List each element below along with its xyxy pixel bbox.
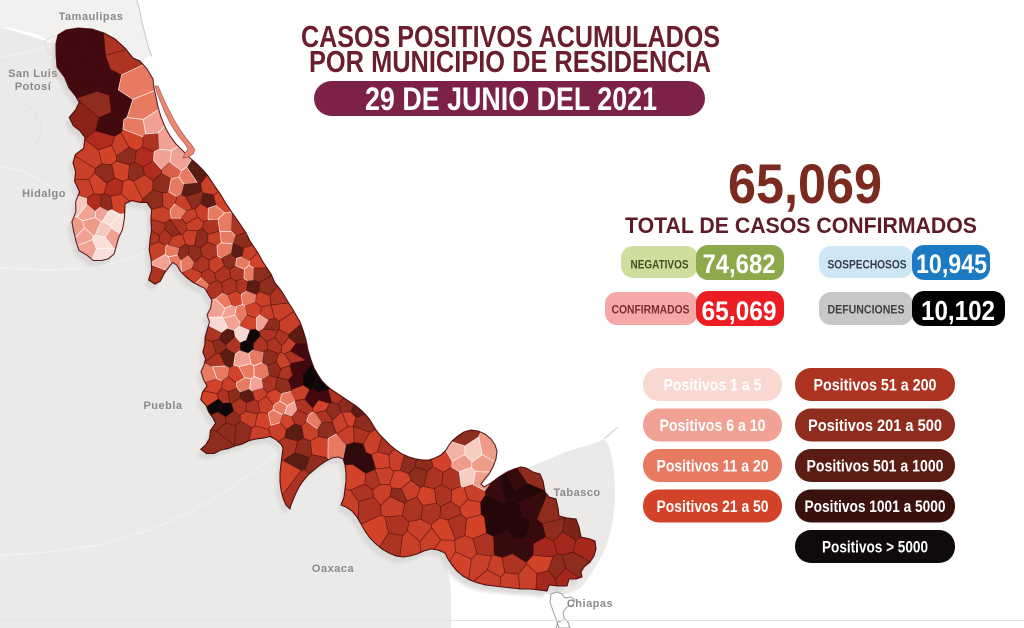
svg-text:Oaxaca: Oaxaca: [312, 563, 355, 575]
svg-text:65,069: 65,069: [702, 296, 777, 326]
svg-text:NEGATIVOS: NEGATIVOS: [631, 258, 689, 272]
svg-text:Positivos 1001 a 5000: Positivos 1001 a 5000: [805, 498, 946, 516]
svg-text:Positivos > 5000: Positivos > 5000: [822, 539, 928, 557]
svg-text:29 DE JUNIO DEL 2021: 29 DE JUNIO DEL 2021: [365, 81, 657, 117]
svg-text:SOSPECHOSOS: SOSPECHOSOS: [828, 258, 907, 272]
svg-text:Puebla: Puebla: [143, 400, 182, 412]
svg-text:Positivos 6 a 10: Positivos 6 a 10: [660, 417, 766, 435]
svg-text:CASOS POSITIVOS ACUMULADOS: CASOS POSITIVOS ACUMULADOS: [301, 19, 720, 54]
svg-text:Positivos 11 a 20: Positivos 11 a 20: [657, 458, 769, 476]
svg-text:Positivos 21 a 50: Positivos 21 a 50: [657, 498, 769, 516]
svg-text:Chiapas: Chiapas: [567, 598, 613, 610]
svg-text:Tabasco: Tabasco: [553, 487, 600, 499]
svg-text:Positivos 201 a 500: Positivos 201 a 500: [808, 417, 942, 435]
svg-text:Potosí: Potosí: [15, 81, 52, 93]
svg-text:San Luis: San Luis: [8, 68, 58, 80]
svg-text:POR MUNICIPIO DE RESIDENCIA: POR MUNICIPIO DE RESIDENCIA: [309, 44, 711, 79]
svg-text:10,102: 10,102: [921, 295, 995, 326]
svg-text:TOTAL DE CASOS CONFIRMADOS: TOTAL DE CASOS CONFIRMADOS: [625, 213, 977, 238]
svg-text:Positivos 501 a 1000: Positivos 501 a 1000: [807, 458, 944, 476]
svg-text:DEFUNCIONES: DEFUNCIONES: [828, 303, 905, 317]
svg-text:Tamaulipas: Tamaulipas: [59, 11, 124, 23]
svg-text:Positivos 1 a 5: Positivos 1 a 5: [664, 377, 762, 395]
svg-text:CONFIRMADOS: CONFIRMADOS: [612, 303, 690, 317]
svg-text:Hidalgo: Hidalgo: [22, 188, 66, 200]
svg-text:Positivos 51 a 200: Positivos 51 a 200: [814, 377, 937, 395]
svg-text:65,069: 65,069: [728, 152, 882, 215]
svg-text:10,945: 10,945: [916, 249, 987, 279]
svg-text:74,682: 74,682: [703, 249, 776, 279]
